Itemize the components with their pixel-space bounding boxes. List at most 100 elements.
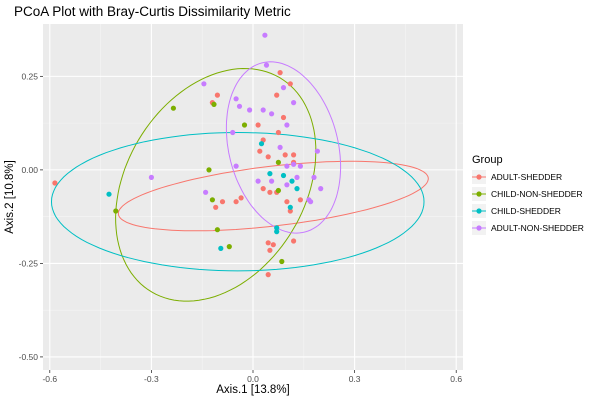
point-adult-shedder xyxy=(277,70,283,76)
point-child-shedder xyxy=(106,191,112,197)
legend-key xyxy=(472,170,486,184)
y-tick-label: -0.50 xyxy=(19,352,39,362)
legend-title: Group xyxy=(472,154,503,166)
point-adult-shedder xyxy=(52,180,58,186)
point-child-shedder xyxy=(280,172,287,179)
x-tick-label: 0.6 xyxy=(450,374,462,384)
point-adult-shedder xyxy=(267,247,273,253)
legend-label: ADULT-NON-SHEDDER xyxy=(491,223,584,233)
point-adult-shedder xyxy=(267,189,273,195)
point-adult-shedder xyxy=(270,242,276,248)
point-adult-non-shedder xyxy=(311,174,317,180)
legend-label: CHILD-NON-SHEDDER xyxy=(491,189,583,199)
point-adult-non-shedder xyxy=(255,178,261,184)
point-child-non-shedder xyxy=(209,197,215,203)
point-adult-shedder xyxy=(280,114,287,121)
point-child-shedder xyxy=(267,171,273,177)
legend-key xyxy=(472,187,486,201)
axis-ticks: -0.6 -0.3 0.0 0.3 0.6 -0.50 -0.25 0.00 0.25 xyxy=(19,71,463,384)
point-adult-non-shedder xyxy=(230,129,236,136)
point-adult-non-shedder xyxy=(148,174,154,180)
y-tick-label: 0.00 xyxy=(21,165,38,175)
point-adult-shedder xyxy=(213,204,219,210)
legend-key xyxy=(472,221,486,235)
x-tick-label: -0.6 xyxy=(42,374,57,384)
point-adult-non-shedder xyxy=(308,199,314,205)
y-tick-label: -0.25 xyxy=(19,258,39,268)
point-adult-shedder xyxy=(260,186,266,192)
point-adult-non-shedder xyxy=(247,107,253,113)
point-child-shedder xyxy=(287,204,293,210)
point-adult-non-shedder xyxy=(284,122,290,128)
point-adult-shedder xyxy=(233,199,239,205)
point-child-non-shedder xyxy=(241,122,248,128)
point-child-shedder xyxy=(289,178,295,184)
point-child-shedder xyxy=(274,229,280,235)
point-child-non-shedder xyxy=(275,159,281,165)
point-adult-shedder xyxy=(287,81,293,87)
ellipse-child-shedder xyxy=(50,131,425,272)
ellipse-adult-non-shedder xyxy=(225,61,342,234)
point-adult-shedder xyxy=(265,154,271,160)
point-adult-shedder xyxy=(297,197,303,203)
point-adult-non-shedder xyxy=(280,85,287,91)
point-adult-non-shedder xyxy=(318,186,324,192)
data-points xyxy=(52,32,324,278)
point-adult-non-shedder xyxy=(236,103,243,109)
point-adult-non-shedder xyxy=(284,163,290,169)
point-child-non-shedder xyxy=(214,227,220,233)
point-child-non-shedder xyxy=(113,208,119,214)
point-adult-shedder xyxy=(291,152,297,158)
point-child-non-shedder xyxy=(279,258,285,265)
x-tick-label: -0.3 xyxy=(144,374,159,384)
point-adult-shedder xyxy=(238,195,244,201)
point-adult-shedder xyxy=(274,92,280,98)
point-adult-shedder xyxy=(282,152,288,158)
point-adult-non-shedder xyxy=(291,161,297,167)
point-adult-non-shedder xyxy=(269,178,275,184)
point-adult-non-shedder xyxy=(294,174,300,180)
point-adult-non-shedder xyxy=(277,144,283,150)
legend-label: CHILD-SHEDDER xyxy=(491,206,561,216)
point-child-non-shedder xyxy=(170,105,176,111)
point-adult-non-shedder xyxy=(263,62,270,68)
point-adult-non-shedder xyxy=(284,182,290,188)
point-adult-non-shedder xyxy=(314,148,320,154)
point-child-shedder xyxy=(274,225,280,231)
point-adult-non-shedder xyxy=(203,189,209,195)
point-child-shedder xyxy=(218,245,224,251)
point-child-shedder xyxy=(294,186,300,192)
x-axis-title: Axis.1 [13.8%] xyxy=(216,384,290,396)
legend: Group ADULT-SHEDDER CHILD-NON-SHEDDER CHIL… xyxy=(472,154,584,235)
chart-title: PCoA Plot with Bray-Curtis Dissimilarity… xyxy=(14,4,291,19)
point-adult-shedder xyxy=(265,272,271,278)
point-adult-non-shedder xyxy=(262,32,268,38)
point-adult-shedder xyxy=(219,199,226,205)
grid-lines xyxy=(43,24,463,370)
point-child-shedder xyxy=(258,141,265,147)
y-axis-title: Axis.2 [10.8%] xyxy=(4,160,16,234)
x-tick-label: 0.0 xyxy=(247,374,259,384)
point-adult-non-shedder xyxy=(291,100,297,106)
legend-key xyxy=(472,204,486,218)
x-tick-label: 0.3 xyxy=(349,374,361,384)
legend-label: ADULT-SHEDDER xyxy=(491,172,562,182)
point-adult-non-shedder xyxy=(260,107,266,113)
point-adult-shedder xyxy=(275,129,281,136)
point-adult-shedder xyxy=(257,148,263,154)
point-adult-shedder xyxy=(291,238,297,244)
point-child-non-shedder xyxy=(206,167,212,173)
point-adult-non-shedder xyxy=(201,81,207,87)
point-adult-shedder xyxy=(284,199,290,205)
point-adult-non-shedder xyxy=(269,111,275,117)
point-child-non-shedder xyxy=(226,244,232,250)
point-adult-non-shedder xyxy=(297,163,303,169)
point-adult-non-shedder xyxy=(233,163,239,169)
point-child-non-shedder xyxy=(275,187,281,194)
point-adult-shedder xyxy=(214,92,220,98)
y-tick-label: 0.25 xyxy=(21,71,38,81)
point-adult-shedder xyxy=(265,240,271,246)
point-adult-non-shedder xyxy=(233,96,239,102)
point-child-non-shedder xyxy=(211,101,217,107)
